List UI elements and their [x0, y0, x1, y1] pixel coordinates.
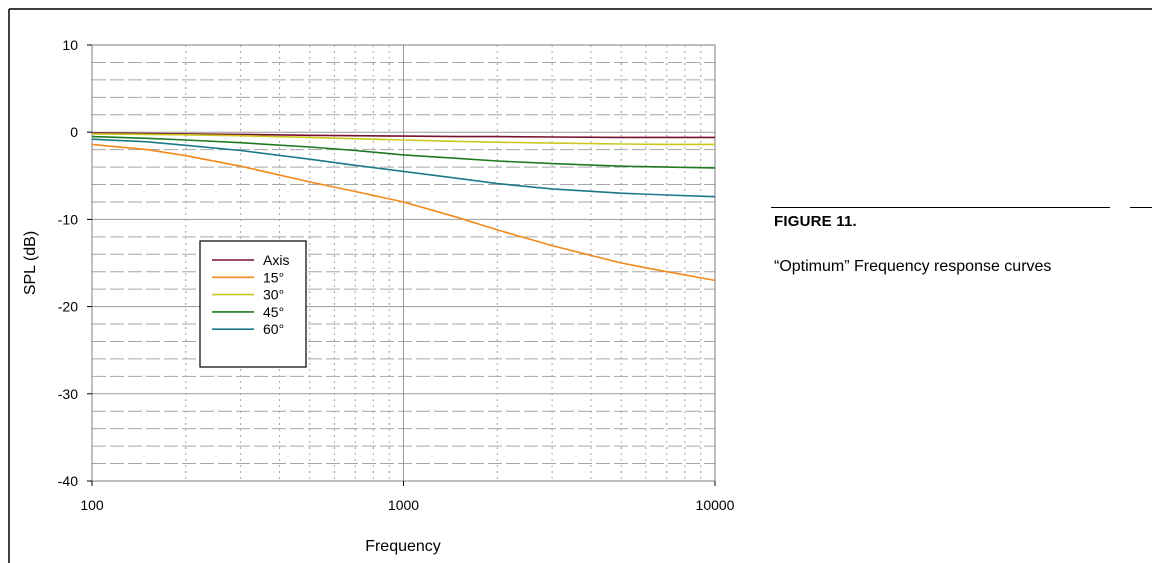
- legend-label-3: 45°: [263, 304, 284, 320]
- legend-box: [199, 240, 307, 368]
- y-tick-label: 0: [70, 124, 78, 140]
- y-tick-label: -20: [58, 299, 78, 315]
- y-tick-label: 10: [62, 37, 78, 53]
- legend-label-0: Axis: [263, 252, 289, 268]
- grid: [92, 45, 715, 481]
- figure-rule: [771, 207, 1110, 208]
- series-line-2: [91, 133, 715, 146]
- figure-caption: “Optimum” Frequency response curves: [774, 258, 1052, 275]
- figure-rule-end: [1130, 207, 1152, 208]
- y-tick-label: -40: [58, 473, 78, 489]
- legend-label-1: 15°: [263, 269, 284, 285]
- x-tick-label: 100: [80, 497, 104, 513]
- y-tick-label: -30: [58, 386, 78, 402]
- x-tick-label: 10000: [696, 497, 735, 513]
- y-tick-label: -10: [58, 211, 78, 227]
- series-line-3: [91, 135, 716, 169]
- legend-label-2: 30°: [263, 287, 284, 303]
- legend-label-4: 60°: [263, 321, 284, 337]
- series-line-0: [91, 132, 715, 139]
- series-line-1: [91, 143, 716, 282]
- series-lines: [91, 132, 716, 282]
- x-tick-label: 1000: [388, 497, 419, 513]
- figure-number: FIGURE 11.: [774, 213, 857, 230]
- axis-ticks: -40 -30 -20 -10 0 10 100 1000 10000: [58, 37, 735, 513]
- x-axis-label: Frequency: [365, 538, 441, 555]
- series-line-4: [91, 138, 716, 198]
- y-axis-label: SPL (dB): [22, 231, 39, 295]
